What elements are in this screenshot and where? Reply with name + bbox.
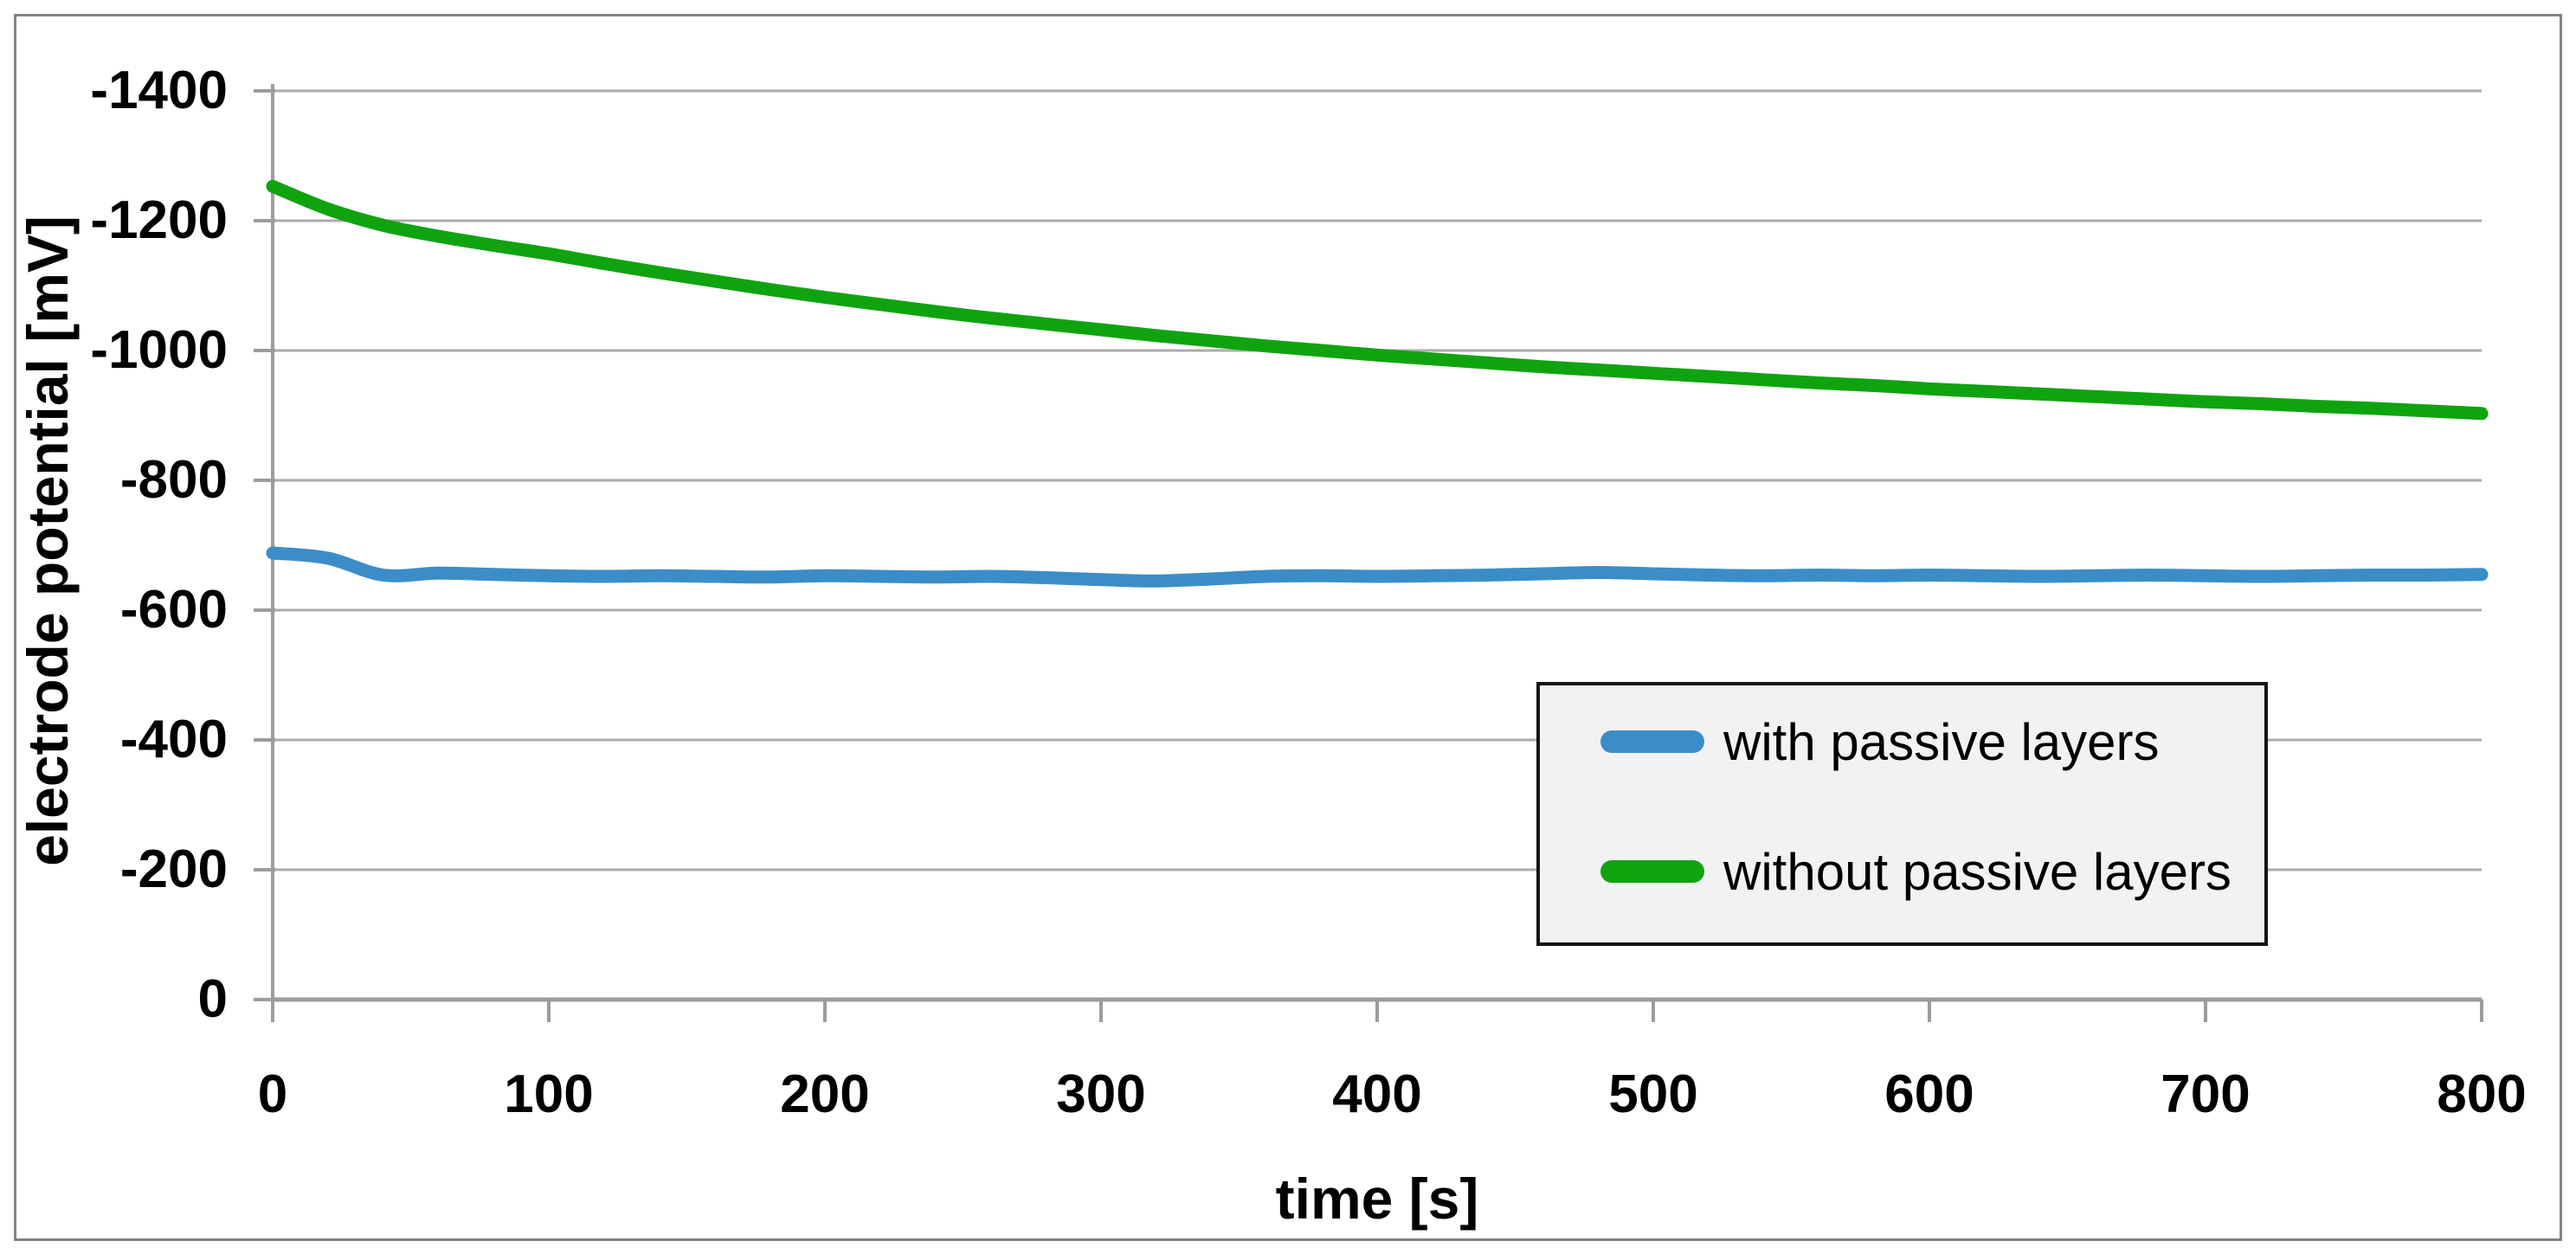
x-tick-label: 800 — [2437, 1064, 2527, 1124]
legend-item-with-passive-layers: with passive layers — [1540, 707, 2264, 776]
x-tick-label: 500 — [1608, 1064, 1698, 1124]
y-tick-label: -600 — [119, 580, 228, 640]
x-tick-label: 100 — [504, 1064, 594, 1124]
x-tick-label: 300 — [1056, 1064, 1146, 1124]
y-tick-label: 0 — [197, 969, 228, 1029]
y-tick-label: -200 — [119, 839, 228, 899]
legend-swatch-blue-line-icon — [1600, 730, 1704, 753]
x-axis-title: time [s] — [1275, 1167, 1479, 1231]
legend-item-without-passive-layers: without passive layers — [1540, 837, 2264, 906]
x-tick-label: 200 — [780, 1064, 870, 1124]
x-tick-label: 0 — [257, 1064, 288, 1124]
legend-label-without-passive-layers: without passive layers — [1723, 842, 2231, 901]
x-tick-label: 400 — [1332, 1064, 1422, 1124]
legend-swatch-green-line-icon — [1600, 860, 1704, 883]
y-axis-title: electrode potential [mV] — [16, 215, 80, 866]
y-tick-label: -1200 — [90, 190, 228, 250]
y-tick-label: -1000 — [90, 320, 228, 380]
y-tick-label: -1400 — [90, 61, 228, 120]
series-line-with-passive-layers — [266, 546, 2489, 588]
figure-border — [14, 14, 2562, 1241]
legend-label-with-passive-layers: with passive layers — [1723, 712, 2160, 771]
y-tick-label: -800 — [119, 450, 228, 510]
series-line-without-passive-layers — [266, 179, 2489, 421]
y-tick-label: -400 — [119, 710, 228, 769]
x-tick-label: 600 — [1884, 1064, 1974, 1124]
legend: with passive layers without passive laye… — [1536, 682, 2268, 946]
x-tick-label: 700 — [2161, 1064, 2251, 1124]
